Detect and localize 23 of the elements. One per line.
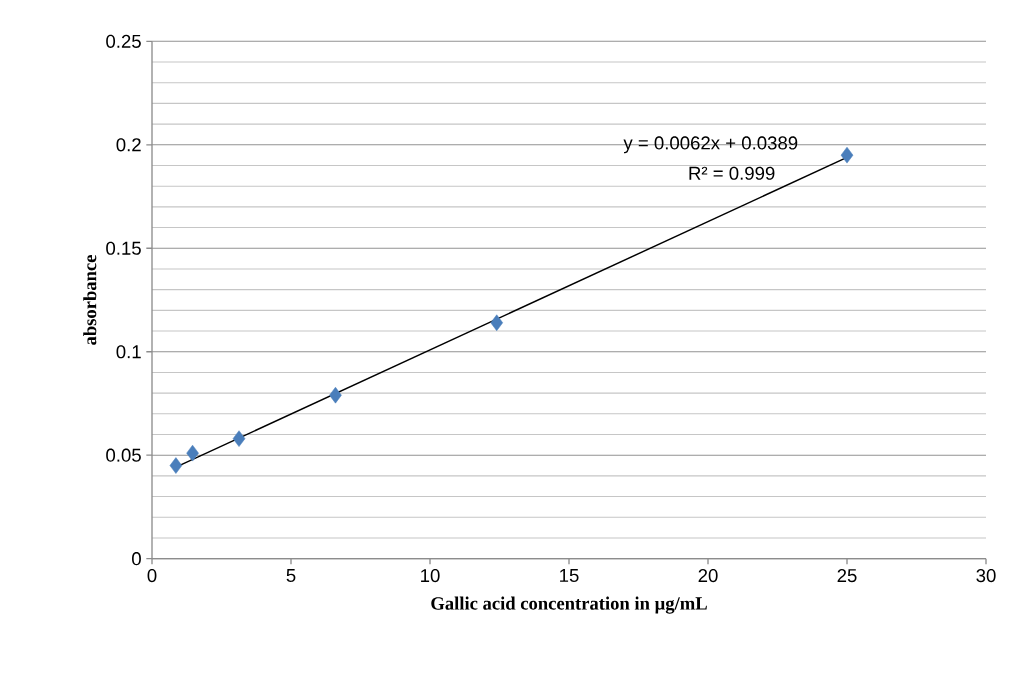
- x-tick-label: 0: [147, 569, 157, 583]
- annotation: y = 0.0062x + 0.0389: [623, 136, 798, 154]
- point: [169, 457, 183, 474]
- point: [840, 146, 854, 164]
- x-tick-label: 15: [560, 569, 579, 583]
- x-tick-label: 25: [837, 569, 857, 583]
- x-tick-label: 20: [698, 569, 718, 583]
- x-tick-label: 5: [286, 569, 296, 583]
- y-tick-label: 0: [132, 552, 141, 566]
- y-axis-title: absorbance: [83, 255, 97, 345]
- point: [490, 314, 503, 331]
- y-tick-label: 0.05: [106, 448, 141, 462]
- annotation: R² = 0.999: [689, 166, 775, 180]
- y-tick-label: 0.2: [116, 138, 141, 152]
- x-tick-label: 10: [421, 569, 440, 583]
- point: [186, 444, 199, 462]
- y-tick-label: 0.15: [106, 241, 141, 255]
- point: [329, 386, 342, 404]
- y-tick-label: 0.1: [116, 345, 141, 359]
- y-tick-label: 0.25: [106, 34, 141, 48]
- x-axis-title: Gallic acid concentration in µg/mL: [431, 596, 707, 614]
- x-tick-label: 30: [976, 569, 996, 583]
- point: [232, 430, 246, 447]
